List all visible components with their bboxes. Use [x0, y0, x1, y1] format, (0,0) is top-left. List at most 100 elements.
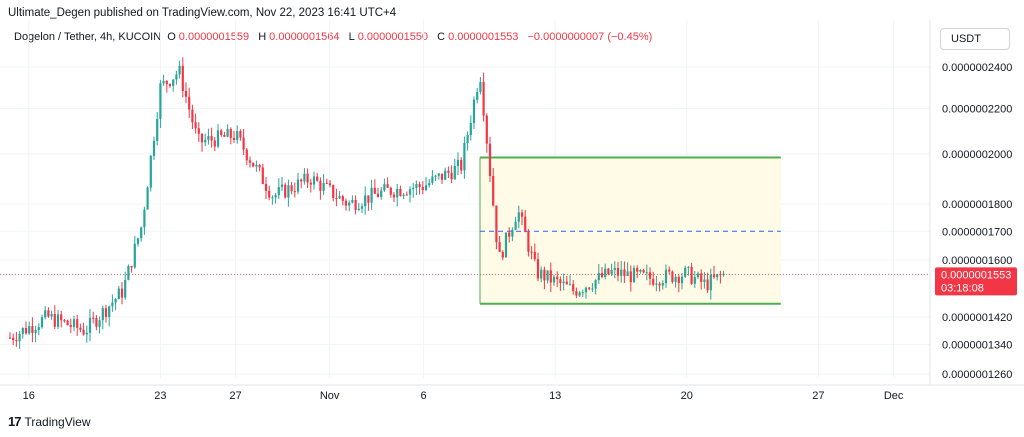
- candle-body: [245, 149, 248, 161]
- candle-body: [648, 272, 652, 279]
- candle-body: [674, 276, 677, 282]
- candle-body: [21, 327, 24, 334]
- candle-body: [364, 195, 367, 207]
- candle-body: [584, 287, 588, 293]
- candle-body: [568, 284, 572, 286]
- candle-body: [293, 191, 296, 193]
- candle-body: [700, 273, 703, 282]
- candle-body: [162, 80, 165, 84]
- candle-body: [264, 183, 268, 191]
- candle-body: [255, 164, 258, 167]
- price-tick-label: 0.0000001700: [942, 226, 1012, 238]
- candle-body: [517, 212, 520, 222]
- low-label: L: [348, 31, 355, 43]
- candle-body: [184, 90, 188, 97]
- candle-body: [101, 308, 104, 321]
- candle-body: [693, 277, 696, 284]
- candle-body: [18, 333, 21, 342]
- candle-body: [239, 131, 242, 138]
- candle-body: [159, 83, 162, 120]
- candle-body: [312, 176, 316, 185]
- candle-body: [370, 187, 373, 203]
- candle-body: [472, 99, 476, 123]
- candle-body: [127, 266, 130, 280]
- candle-body: [95, 318, 98, 327]
- candle-body: [146, 187, 149, 210]
- candle-body: [485, 115, 488, 144]
- publish-header: Ultimate_Degen published on TradingView.…: [8, 7, 397, 19]
- price-tick-label: 0.0000002000: [942, 149, 1012, 161]
- candle-body: [588, 287, 591, 289]
- candle-body: [130, 266, 133, 268]
- candle-body: [658, 283, 661, 286]
- candle-body: [232, 137, 236, 140]
- candle-body: [597, 272, 600, 281]
- symbol-label[interactable]: Dogelon / Tether, 4h, KUCOIN: [14, 31, 162, 43]
- open-label: O: [167, 31, 176, 43]
- price-tag-bg: [935, 267, 1017, 296]
- candle-body: [476, 91, 479, 100]
- candle-body: [664, 269, 668, 284]
- candle-body: [24, 327, 28, 334]
- candle-body: [328, 183, 332, 186]
- candle-body: [716, 274, 719, 278]
- candle-body: [72, 319, 76, 327]
- candle-body: [712, 274, 716, 278]
- low-value: 0.0000001550: [357, 31, 429, 43]
- price-tick-label: 0.0000002400: [942, 62, 1012, 74]
- candle-body: [8, 337, 12, 339]
- candle-body: [536, 259, 540, 279]
- currency-selector[interactable]: USDT: [940, 28, 1010, 50]
- candle-body: [194, 122, 197, 129]
- candle-body: [626, 271, 629, 277]
- candle-body: [104, 308, 108, 317]
- candle-body: [578, 292, 581, 296]
- candle-body: [88, 317, 92, 333]
- candle-body: [136, 238, 140, 244]
- candle-body: [575, 291, 578, 296]
- candle-body: [242, 137, 245, 150]
- candle-body: [460, 159, 463, 171]
- price-tick-label: 0.0000001260: [942, 369, 1012, 381]
- candle-body: [396, 188, 399, 198]
- candle-body: [303, 173, 306, 182]
- candle-body: [607, 268, 610, 275]
- high-label: H: [258, 31, 267, 43]
- candle-body: [40, 317, 44, 328]
- candle-body: [360, 206, 364, 209]
- candle-body: [204, 139, 207, 143]
- candle-body: [642, 270, 645, 273]
- candle-body: [696, 273, 700, 278]
- candle-body: [504, 232, 508, 258]
- candle-body: [450, 172, 453, 180]
- price-axis: 0.0000002400 0.0000002200 0.0000002000 0.00…: [929, 20, 1012, 385]
- candle-body: [501, 251, 504, 258]
- candle-body: [680, 276, 684, 284]
- candle-body: [181, 65, 184, 91]
- candle-body: [341, 196, 344, 201]
- candle-body: [668, 269, 671, 272]
- candle-body: [172, 79, 175, 86]
- candle-body: [322, 182, 325, 191]
- candle-body: [220, 130, 223, 135]
- candle-body: [508, 232, 511, 237]
- candle-body: [405, 194, 408, 196]
- candle-body: [453, 165, 456, 180]
- candle-body: [213, 140, 216, 147]
- candle-body: [456, 159, 460, 166]
- candle-body: [709, 274, 712, 291]
- ohlc-legend: Dogelon / Tether, 4h, KUCOIN O 0.00000015…: [14, 31, 655, 43]
- candle-body: [629, 271, 632, 283]
- candle-body: [316, 176, 319, 181]
- candle-body: [645, 272, 648, 274]
- price-tag-value: 0.0000001553: [941, 269, 1011, 281]
- candle-body: [543, 269, 546, 281]
- candle-body: [616, 267, 620, 276]
- candle-body: [380, 190, 383, 197]
- candle-body: [188, 96, 191, 110]
- candle-body: [309, 182, 312, 185]
- candle-body: [149, 155, 152, 188]
- candle-body: [690, 266, 693, 284]
